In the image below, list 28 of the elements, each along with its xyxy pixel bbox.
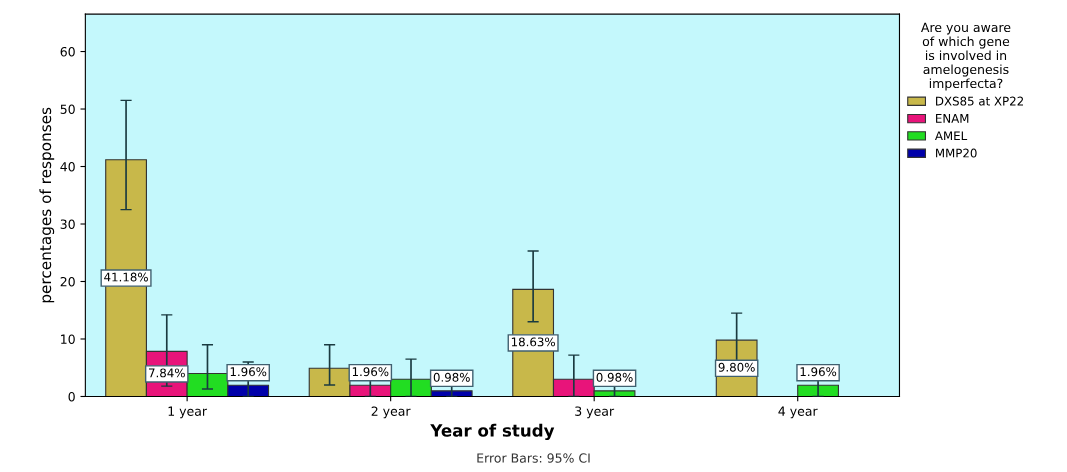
legend-label: DXS85 at XP22 <box>936 96 1024 106</box>
y-tick-label: 60 <box>60 47 75 57</box>
y-tick-label: 40 <box>60 161 75 172</box>
data-label: 7.84% <box>148 368 185 378</box>
data-label: 1.96% <box>352 367 389 377</box>
y-tick-label: 50 <box>60 104 75 114</box>
y-axis-title: percentages of responses <box>39 107 55 303</box>
data-label: 1.96% <box>800 367 837 377</box>
data-label: 18.63% <box>511 337 555 347</box>
data-label: 0.98% <box>596 372 633 382</box>
legend-label: ENAM <box>936 114 969 123</box>
legend-label: AMEL <box>934 131 968 141</box>
x-tick-label: 4 year <box>778 406 818 419</box>
legend-title: Are you aware of which gene is involved in amelogenesis imperfecta? <box>921 22 1011 91</box>
legend-label: MMP20 <box>936 148 977 158</box>
data-label: 0.98% <box>433 372 470 382</box>
y-tick-label: 20 <box>60 276 75 287</box>
data-label: 1.96% <box>230 367 267 377</box>
data-label: 41.18% <box>104 272 148 282</box>
x-tick-label: 3 year <box>575 406 615 419</box>
x-axis-title: Year of study <box>430 423 555 441</box>
x-tick-label: 1 year <box>168 406 208 419</box>
y-tick-label: 0 <box>68 391 75 402</box>
x-tick-label: 2 year <box>371 406 411 419</box>
y-tick-label: 30 <box>60 219 75 229</box>
text: Error Bars: 95% CI <box>477 453 590 463</box>
data-label: 9.80% <box>718 362 755 372</box>
y-tick-label: 10 <box>61 334 75 344</box>
